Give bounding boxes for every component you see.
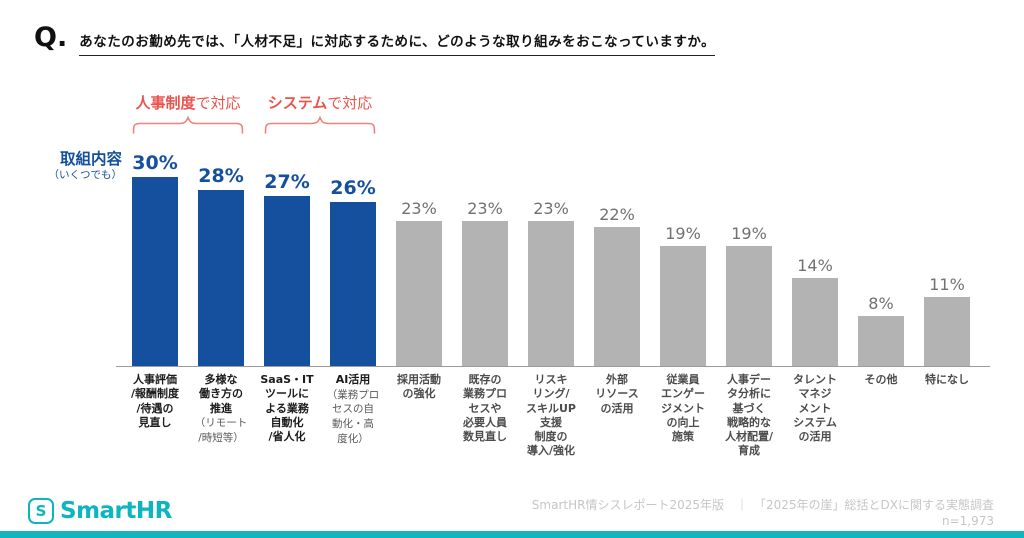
category-label: リスキ リング/ スキルUP 支援 制度の 導入/強化 [526, 373, 576, 458]
bar-column: 30% [122, 90, 188, 366]
bar-column: 8% [848, 90, 914, 366]
bar-column: 26% [320, 90, 386, 366]
bar [330, 202, 376, 366]
question-text: あなたのお勤め先では、「人材不足」に対応するために、どのような取り組みをおこなっ… [79, 30, 716, 56]
source-line2: n=1,973 [941, 514, 994, 528]
bar [726, 246, 772, 366]
bar-value-label: 23% [533, 199, 569, 219]
smarthr-logo-icon: S [28, 498, 54, 524]
labels-row: 人事評価 /報酬制度 /待遇の 見直し 多様な 働き方の 推進 （リモート /時短… [122, 373, 980, 459]
bar-value-label: 22% [599, 205, 635, 225]
category-label: その他 [864, 373, 898, 386]
bar [396, 221, 442, 366]
annotation-text: システムで対応 [267, 94, 373, 112]
bar-value-label: 11% [929, 275, 965, 295]
bar-column: 23% [452, 90, 518, 366]
source-line1: SmartHR情シスレポート2025年版 ｜ 「2025年の崖」総括とDXに関す… [531, 498, 994, 512]
category-label: 既存の 業務プロ セスや 必要人員 数見直し [463, 373, 507, 444]
smarthr-logo: S SmartHR [28, 498, 172, 524]
bar-column: 22% [584, 90, 650, 366]
y-axis-label-sub: （いくつでも） [48, 168, 123, 181]
bar-value-label: 30% [132, 152, 178, 175]
annotation-hr-systems: 人事制度で対応 [132, 94, 244, 134]
category-label: AI活用 （業務プロ セスの自 動化・高 度化） [326, 373, 380, 445]
bar-column: 28% [188, 90, 254, 366]
bar-value-label: 19% [665, 224, 701, 244]
bar-value-label: 8% [868, 294, 894, 314]
category-label: 従業員 エンゲー ジメント の向上 施策 [661, 373, 705, 444]
bar-value-label: 23% [401, 199, 437, 219]
bar-column: 23% [518, 90, 584, 366]
source-citation: SmartHR情シスレポート2025年版 ｜ 「2025年の崖」総括とDXに関す… [532, 497, 994, 529]
bar [132, 177, 178, 366]
category-label: 人事デー タ分析に 基づく 戦略的な 人材配置/ 育成 [724, 373, 774, 458]
bar-value-label: 14% [797, 256, 833, 276]
annotation-it-systems: システムで対応 [264, 94, 376, 134]
question-prefix: Q. [34, 22, 68, 53]
bar-column: 19% [650, 90, 716, 366]
brace-icon [264, 116, 376, 134]
bar-chart: 取組内容 （いくつでも） 人事制度で対応 システムで対応 30% 28% 27% 26… [0, 90, 1024, 490]
bar [264, 196, 310, 366]
bar [528, 221, 574, 366]
category-label: 採用活動 の強化 [397, 373, 441, 401]
bar-column: 14% [782, 90, 848, 366]
brace-icon [132, 116, 244, 134]
bar [462, 221, 508, 366]
bar [198, 190, 244, 366]
bar [792, 278, 838, 366]
bar [858, 316, 904, 366]
bar-value-label: 26% [330, 177, 376, 200]
bar-value-label: 19% [731, 224, 767, 244]
smarthr-logo-text: SmartHR [60, 498, 172, 524]
category-label: 多様な 働き方の 推進 （リモート /時短等） [194, 373, 248, 444]
category-label: SaaS・IT ツールに よる業務 自動化 /省人化 [260, 373, 314, 444]
y-axis-label: 取組内容 （いくつでも） [30, 150, 123, 182]
category-label: タレント マネジ メント システム の活用 [793, 373, 837, 444]
bar-column: 19% [716, 90, 782, 366]
bar-column: 27% [254, 90, 320, 366]
bar [660, 246, 706, 366]
bar-value-label: 23% [467, 199, 503, 219]
bar-value-label: 27% [264, 171, 310, 194]
annotation-text: 人事制度で対応 [135, 94, 241, 112]
bar-value-label: 28% [198, 165, 244, 188]
question-title: Q. あなたのお勤め先では、「人材不足」に対応するために、どのような取り組みをお… [34, 22, 716, 56]
y-axis-label-main: 取組内容 [59, 150, 122, 168]
bar-column: 11% [914, 90, 980, 366]
category-label: 特になし [925, 373, 969, 386]
bar [924, 297, 970, 366]
x-axis-baseline [116, 366, 990, 367]
bar [594, 227, 640, 366]
brand-bottom-bar [0, 531, 1024, 538]
bars-row: 30% 28% 27% 26% 23% 23% 23% 22% 19% 19% 14% 8% 11% [122, 90, 980, 366]
category-label: 外部 リソース の活用 [595, 373, 639, 415]
category-label: 人事評価 /報酬制度 /待遇の 見直し [130, 373, 180, 429]
bar-column: 23% [386, 90, 452, 366]
